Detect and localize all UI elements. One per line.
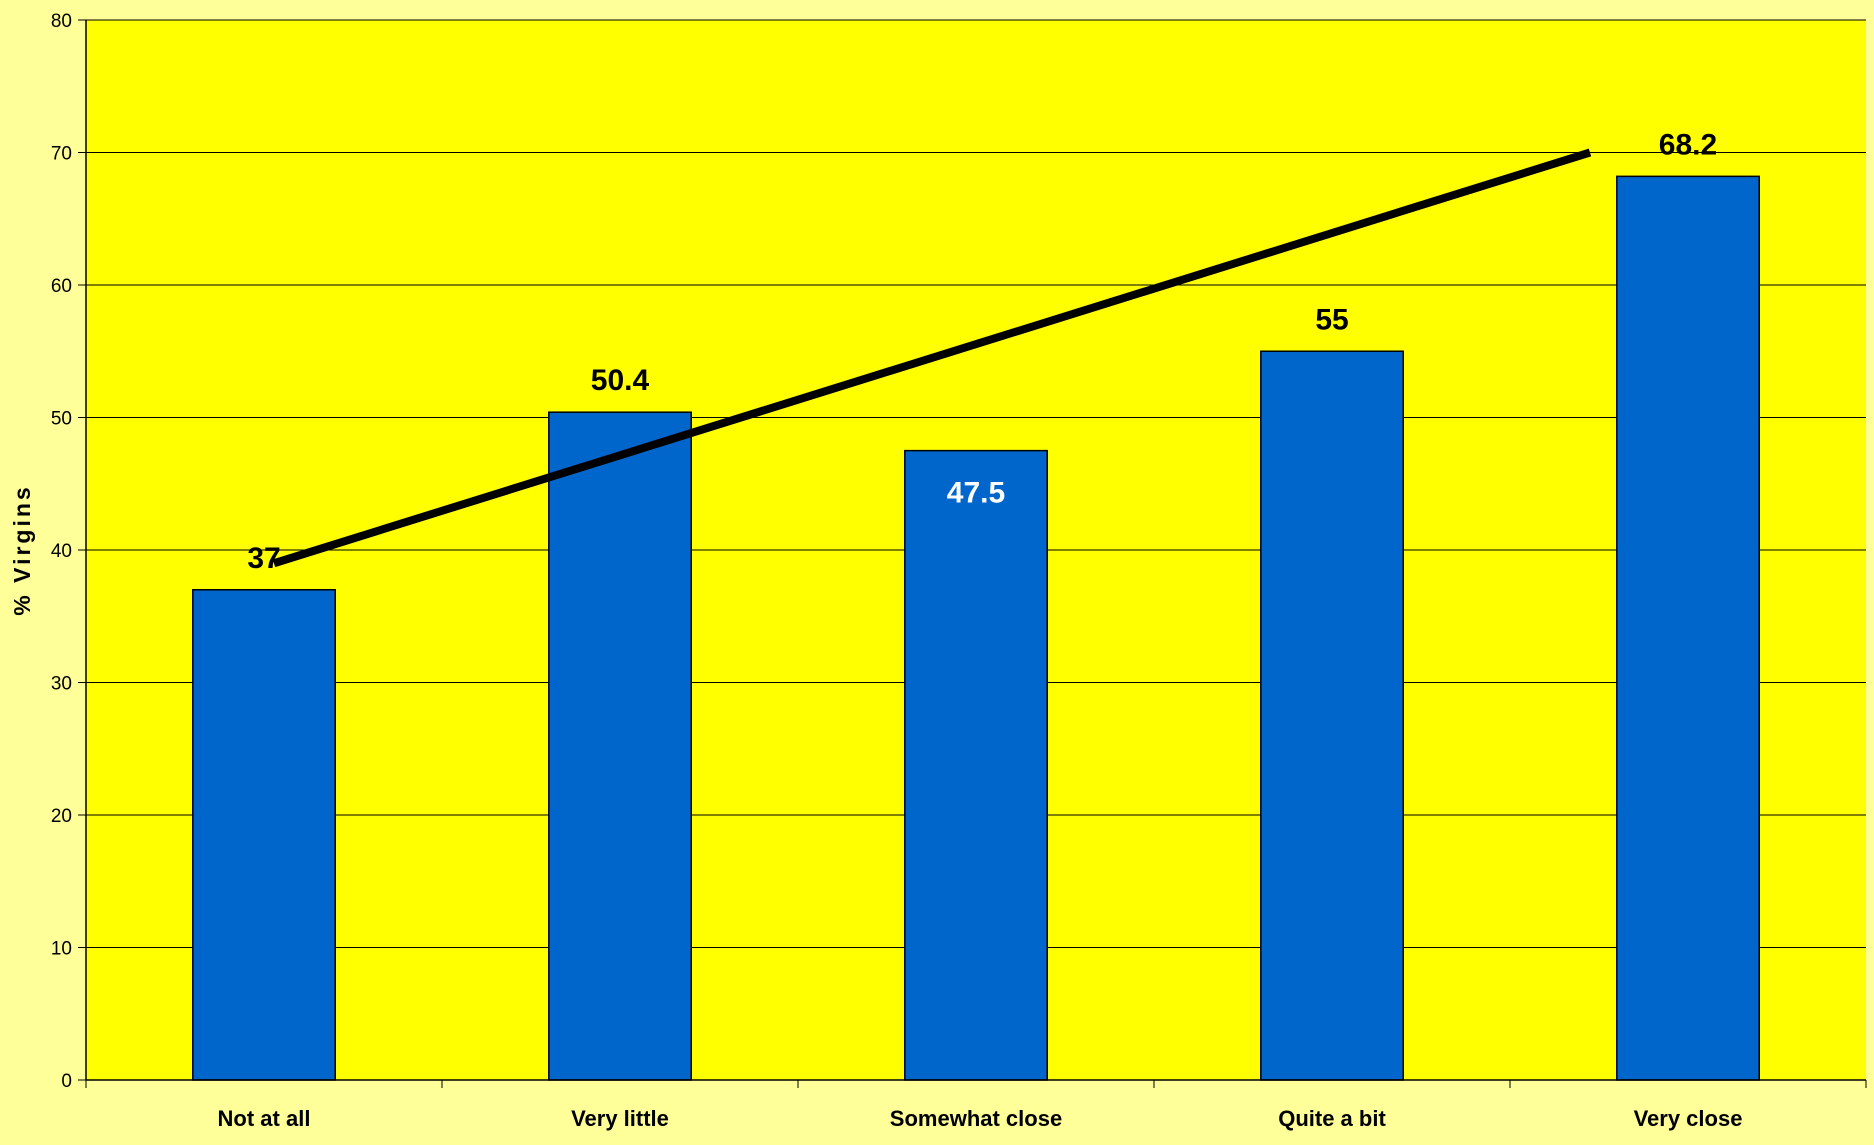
trendline [272, 148, 1592, 568]
bar [1616, 175, 1760, 1081]
x-tick-label: Quite a bit [1278, 1106, 1386, 1131]
data-label: 37 [247, 542, 280, 575]
x-tick-label: Somewhat close [890, 1106, 1062, 1131]
x-tick-label: Very close [1634, 1106, 1743, 1131]
data-label: 55 [1315, 303, 1348, 336]
trendline-layer [272, 148, 1592, 568]
y-tick-label: 80 [51, 11, 72, 32]
bar [548, 411, 692, 1081]
y-tick-label: 70 [51, 144, 72, 165]
bar [1260, 350, 1404, 1081]
axes: 0 10 20 30 40 50 60 70 80 Not at all Very little So… [51, 11, 1867, 1131]
y-tick-label: 0 [61, 1071, 72, 1092]
bars [192, 175, 1760, 1081]
data-label: 50.4 [591, 364, 650, 397]
data-labels: 37 50.4 47.5 55 68.2 [247, 128, 1717, 574]
y-tick-label: 20 [51, 806, 72, 827]
y-tick-label: 60 [51, 276, 72, 297]
x-tick-label: Very little [571, 1106, 669, 1131]
x-tick-label: Not at all [218, 1106, 311, 1131]
y-tick-label: 40 [51, 541, 72, 562]
y-tick-label: 30 [51, 674, 72, 695]
bar [192, 589, 336, 1081]
y-tick-label: 50 [51, 409, 72, 430]
bar [904, 449, 1048, 1081]
y-tick-label: 10 [51, 939, 72, 960]
data-label: 68.2 [1659, 128, 1717, 161]
y-axis-title: % Virgins [9, 484, 35, 615]
data-label: 47.5 [947, 477, 1005, 510]
